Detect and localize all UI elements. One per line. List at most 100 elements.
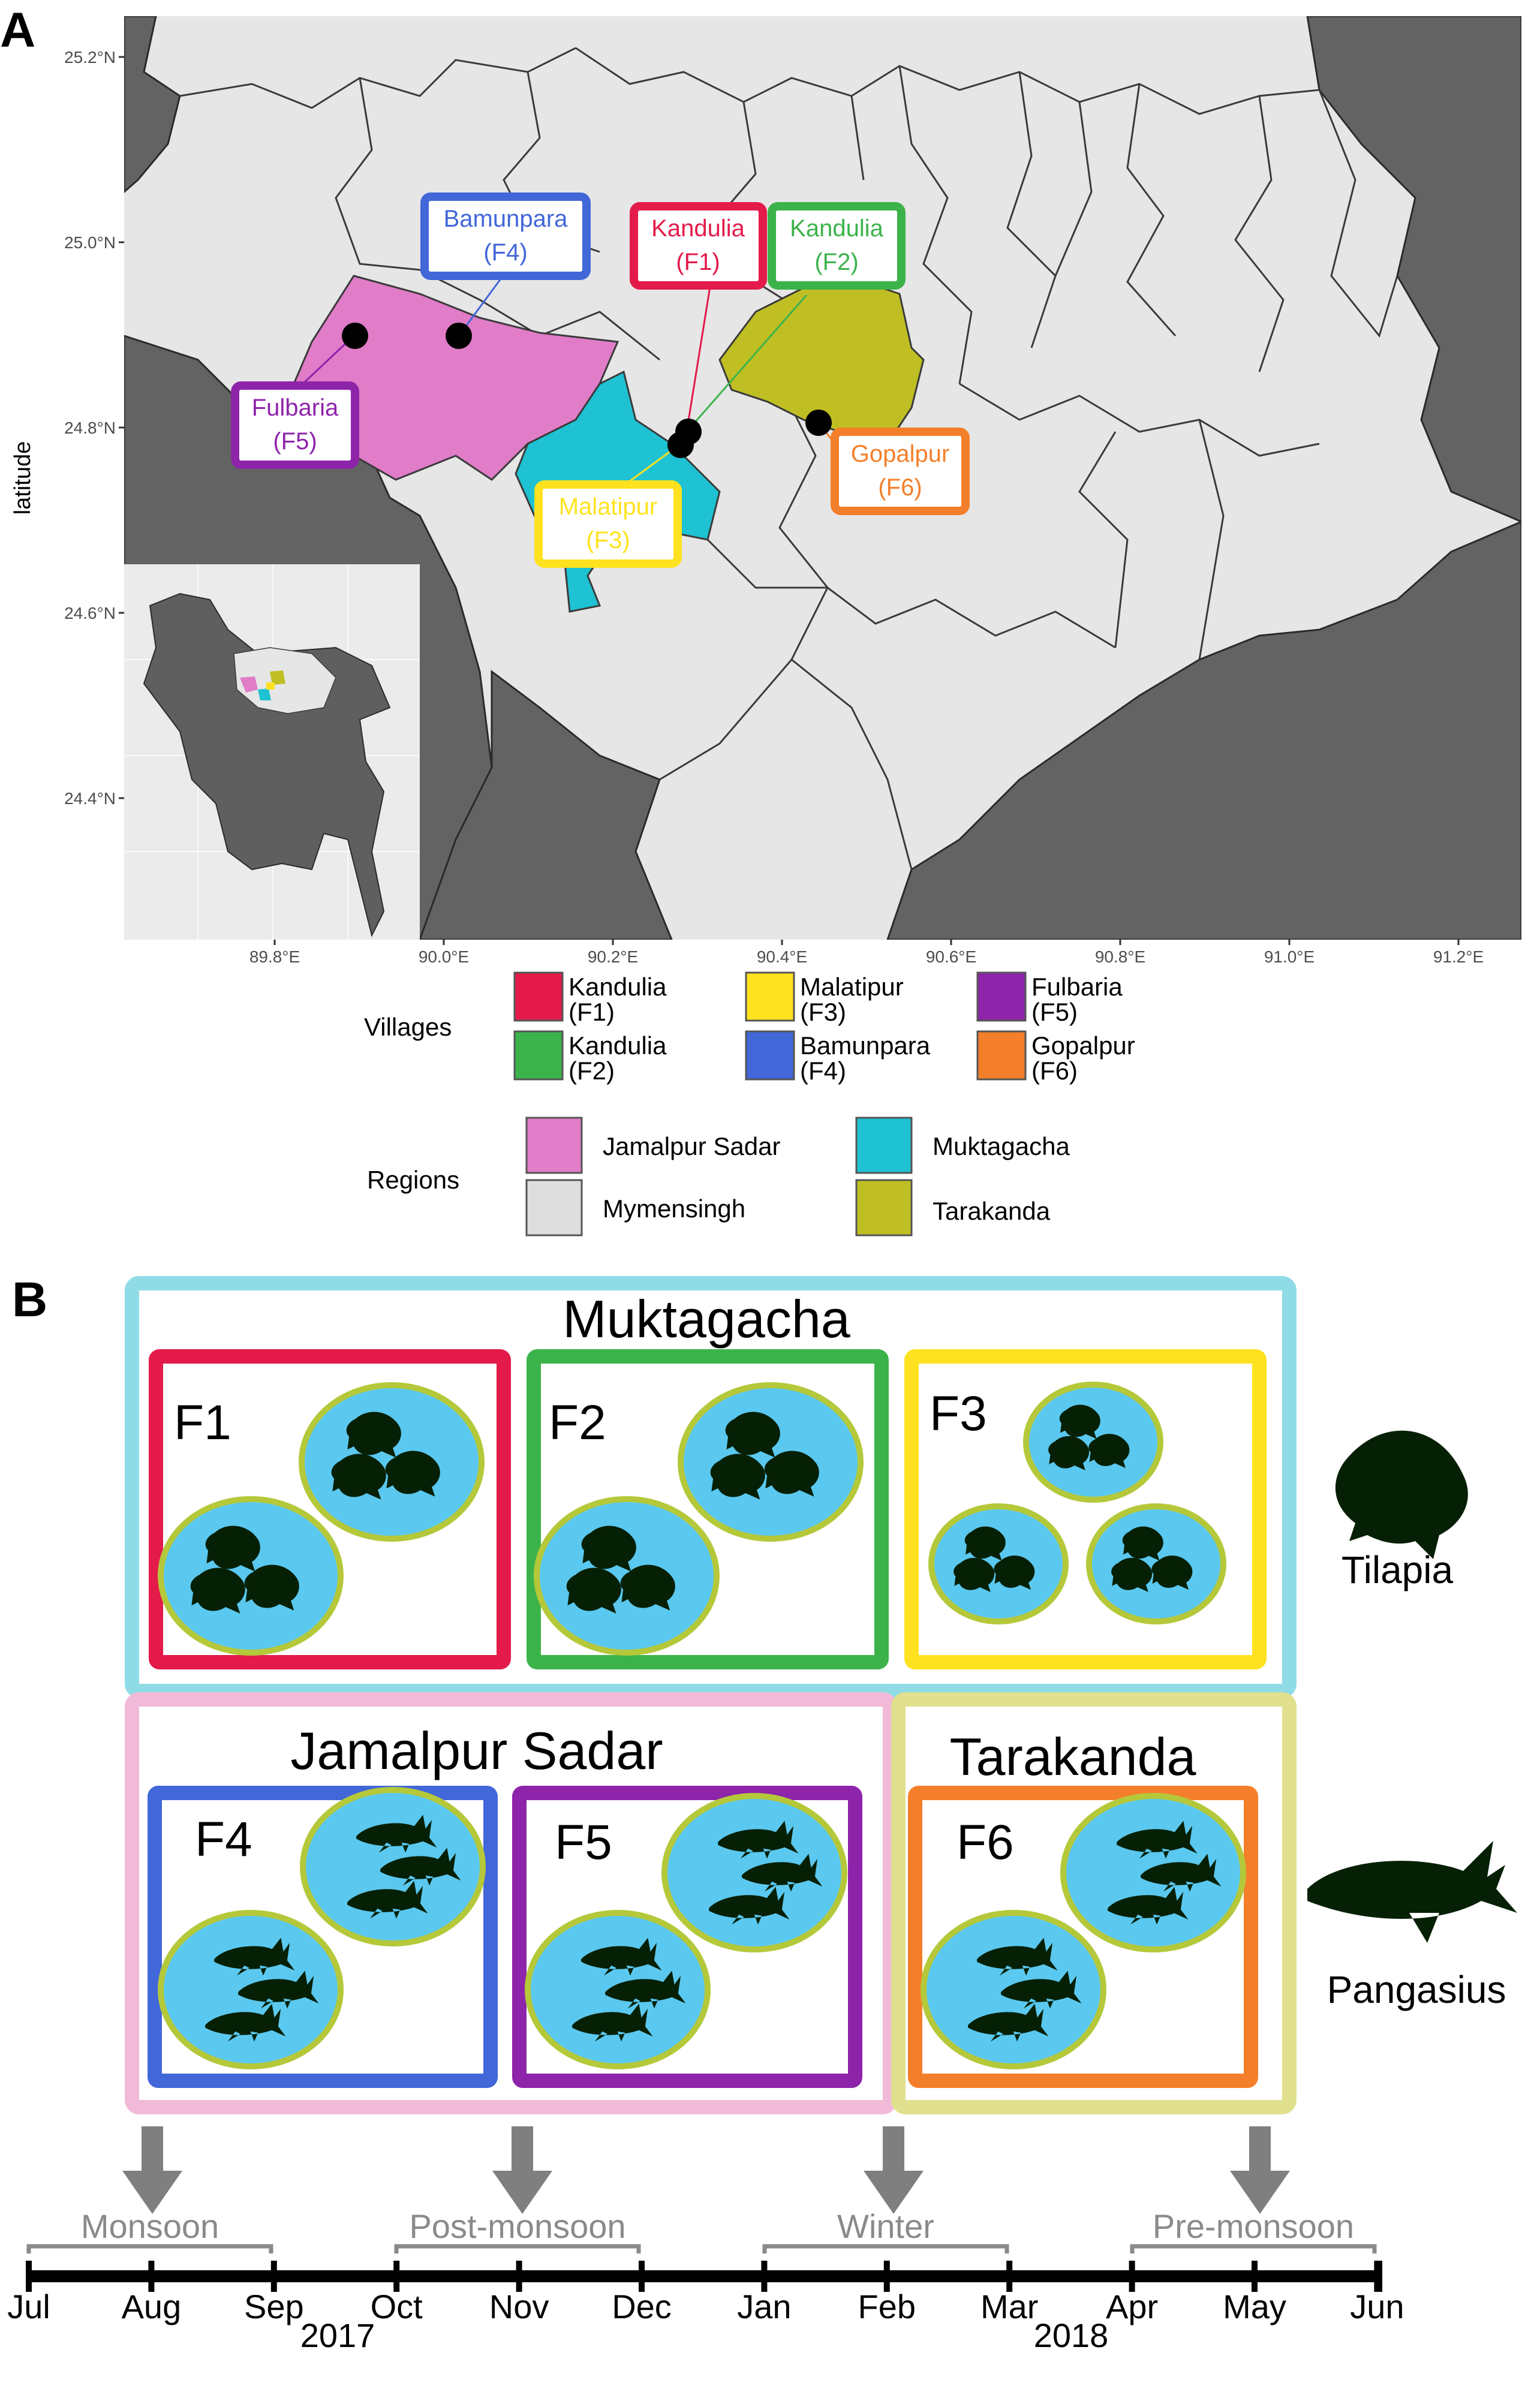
site-dot-f6	[805, 410, 832, 436]
callout-f1-name: Kandulia	[651, 215, 745, 242]
lon-tick-7: 91.0°E	[1264, 947, 1315, 966]
pond	[1023, 1382, 1163, 1503]
panel-a: A	[0, 3, 1521, 1236]
pond	[661, 1793, 847, 1952]
month-label-mar: Mar	[980, 2288, 1038, 2325]
pond	[300, 1787, 486, 1946]
timeline-tick	[1006, 2261, 1013, 2292]
legend-regions: Regions Jamalpur Sadar Muktagacha Mymens…	[367, 1117, 1070, 1236]
species-label-tilapia: Tilapia	[1342, 1548, 1454, 1591]
species-tilapia: Tilapia	[1335, 1430, 1468, 1591]
lon-ticks	[273, 940, 1460, 945]
legend-f6-code: (F6)	[1031, 1057, 1078, 1085]
month-label-may: May	[1223, 2288, 1286, 2325]
lon-tick-labels: 89.8°E 90.0°E 90.2°E 90.4°E 90.6°E 90.8°…	[249, 947, 1484, 966]
month-label-aug: Aug	[122, 2288, 182, 2325]
farm-label-f2: F2	[549, 1395, 606, 1450]
pangasius-silhouette-icon	[1307, 1841, 1517, 1943]
legend-swatch-f5	[976, 971, 1027, 1022]
timeline-tick	[393, 2261, 400, 2292]
month-label-sep: Sep	[244, 2288, 304, 2325]
month-label-apr: Apr	[1106, 2288, 1158, 2325]
callout-f5-name: Fulbaria	[252, 395, 339, 421]
callout-f6-name: Gopalpur	[851, 441, 950, 467]
timeline-tick	[1129, 2261, 1135, 2292]
callout-f4-code: (F4)	[483, 239, 527, 266]
inset-map	[124, 564, 420, 940]
callout-f3-name: Malatipur	[559, 494, 658, 520]
callout-f4: Bamunpara (F4)	[420, 192, 591, 280]
callout-f3: Malatipur (F3)	[534, 480, 682, 568]
pond	[928, 1503, 1069, 1624]
season-label-monsoon: Monsoon	[81, 2207, 219, 2245]
farm-box-f2: F2	[527, 1349, 889, 1669]
timeline-tick	[1252, 2261, 1258, 2292]
pond	[678, 1382, 864, 1542]
season-label-pre-monsoon: Pre-monsoon	[1153, 2207, 1354, 2245]
lat-tick-4: 24.6°N	[64, 604, 116, 622]
legend-villages-title: Villages	[364, 1013, 452, 1041]
month-label-dec: Dec	[612, 2288, 672, 2325]
callout-f4-name: Bamunpara	[444, 206, 569, 232]
pond	[158, 1496, 344, 1656]
pond	[299, 1382, 485, 1542]
sampling-arrow-2-icon	[492, 2126, 552, 2214]
map-outer-region-south	[419, 670, 673, 940]
callout-f5: Fulbaria (F5)	[231, 381, 359, 469]
sampling-arrow-3-icon	[864, 2126, 924, 2214]
callout-f3-code: (F3)	[586, 527, 630, 553]
month-label-nov: Nov	[489, 2288, 549, 2325]
lon-tick-2: 90.0°E	[419, 947, 469, 966]
farm-box-f5: F5	[512, 1786, 862, 2088]
legend-swatch-mymensingh	[525, 1179, 583, 1236]
farm-label-f6: F6	[957, 1815, 1014, 1870]
group-title-muktagacha: Muktagacha	[563, 1289, 850, 1349]
lat-tick-1: 25.2°N	[64, 48, 116, 67]
sampling-arrows	[122, 2126, 1290, 2214]
season-bracket-winter	[762, 2244, 1009, 2253]
map-outer-region-south-east	[886, 520, 1521, 940]
callout-f6-code: (F6)	[878, 474, 922, 501]
pond	[158, 1910, 344, 2069]
farm-label-f5: F5	[555, 1815, 612, 1870]
legend-f1-name: Kandulia	[569, 973, 667, 1001]
legend-region-jamalpur-sadar: Jamalpur Sadar	[603, 1132, 780, 1160]
timeline-tick	[270, 2261, 277, 2292]
legend-swatch-muktagacha	[855, 1117, 913, 1174]
lat-tick-3: 24.8°N	[64, 419, 116, 437]
legend-f4-name: Bamunpara	[800, 1031, 931, 1060]
farm-boxes: F1 F2 F3 F4 F5 F6	[148, 1349, 1267, 2088]
map-outer-region-east	[1306, 16, 1521, 523]
legend-regions-title: Regions	[367, 1166, 459, 1194]
legend-f5-code: (F5)	[1031, 998, 1078, 1026]
legend-f1-code: (F1)	[569, 998, 615, 1026]
legend-region-muktagacha: Muktagacha	[933, 1132, 1070, 1160]
legend-f6-name: Gopalpur	[1031, 1031, 1135, 1060]
timeline-tick	[1376, 2261, 1382, 2292]
timeline-tick	[761, 2261, 768, 2292]
timeline-tick	[883, 2261, 890, 2292]
season-bracket-post-monsoon	[394, 2244, 641, 2253]
farm-label-f1: F1	[174, 1395, 231, 1450]
farm-box-f4: F4	[148, 1786, 498, 2088]
farm-box-f1: F1	[149, 1349, 511, 1669]
month-label-oct: Oct	[371, 2288, 423, 2325]
month-label-feb: Feb	[858, 2288, 916, 2325]
year-label-2017: 2017	[300, 2316, 375, 2354]
tilapia-silhouette-icon	[1335, 1430, 1468, 1559]
callout-f2: Kandulia (F2)	[768, 202, 906, 290]
legend-swatch-f1	[513, 971, 564, 1022]
inset-muktagacha	[258, 688, 271, 700]
map-outer-region-north-west	[124, 16, 181, 193]
panel-a-label: A	[0, 3, 35, 58]
site-dot-f4	[446, 323, 472, 349]
farm-box-f3: F3	[904, 1349, 1267, 1669]
pond	[1060, 1793, 1246, 1952]
species-label-pangasius: Pangasius	[1327, 1968, 1506, 2011]
month-label-jul: Jul	[7, 2288, 50, 2325]
timeline-tick	[639, 2261, 645, 2292]
lon-tick-8: 91.2°E	[1433, 947, 1484, 966]
legend-swatch-f2	[513, 1030, 564, 1081]
lat-ticks	[119, 56, 124, 799]
lon-tick-1: 89.8°E	[249, 947, 300, 966]
